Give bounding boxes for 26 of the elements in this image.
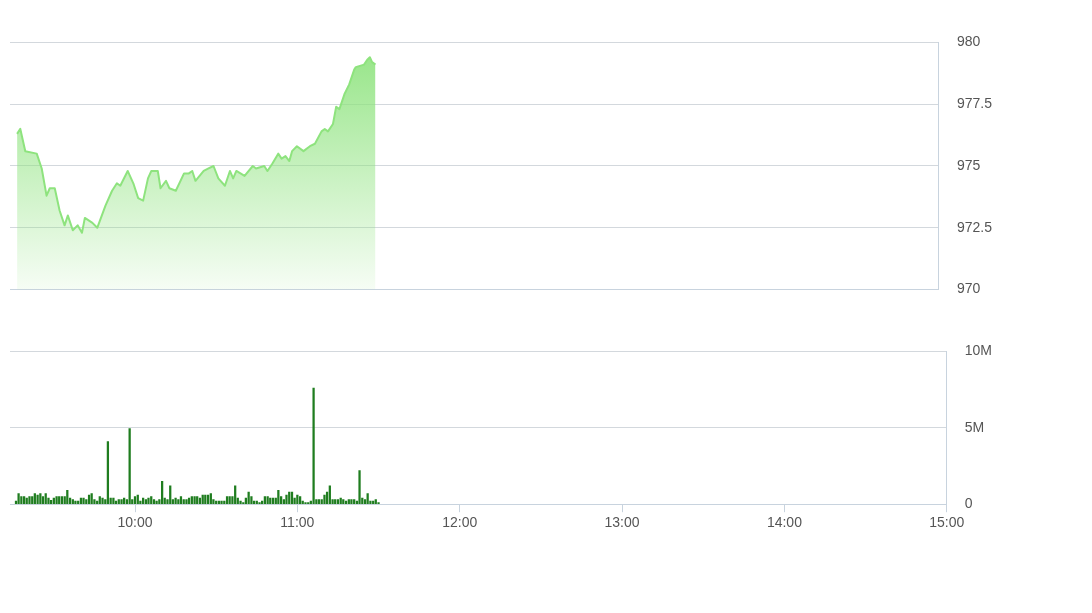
bar — [250, 496, 253, 505]
y-tick-label: 970 — [956, 280, 981, 297]
bar — [312, 387, 315, 505]
x-tick-label: 15:00 — [929, 514, 965, 531]
x-tick-label: 14:00 — [766, 514, 803, 531]
bar — [320, 499, 323, 505]
bar — [350, 499, 353, 505]
y-tick-label: 0 — [964, 495, 973, 512]
bar — [155, 500, 158, 505]
bar — [277, 490, 280, 505]
x-tick-label: 10:00 — [117, 514, 153, 531]
y-tick-label: 972.5 — [956, 218, 993, 235]
bar — [358, 470, 361, 505]
y-tick-label: 5M — [964, 418, 985, 435]
bar — [66, 490, 69, 505]
x-tick-label: 13:00 — [604, 514, 640, 531]
y-tick-label: 975 — [956, 156, 981, 173]
y-tick-label: 977.5 — [956, 95, 993, 112]
x-tick-label: 11:00 — [280, 514, 315, 531]
bar — [317, 499, 321, 505]
bar — [85, 499, 88, 505]
y-tick-label: 10M — [964, 342, 992, 359]
bar — [334, 499, 337, 505]
x-tick-label: 12:00 — [442, 514, 478, 531]
bar — [174, 497, 177, 505]
y-tick-label: 980 — [956, 33, 981, 50]
